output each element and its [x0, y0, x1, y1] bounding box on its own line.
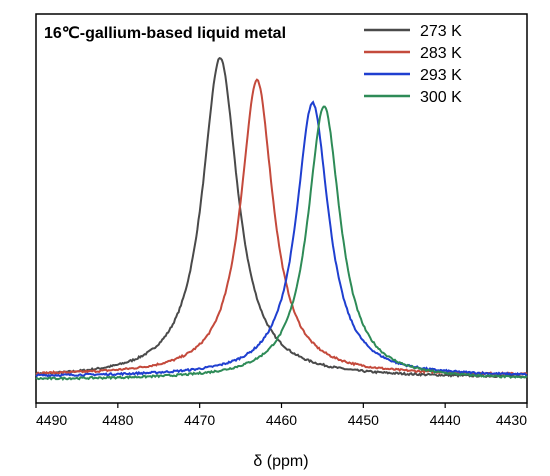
x-tick-label: 4450	[348, 412, 379, 428]
series-line-293-k	[35, 100, 528, 378]
series-line-300-k	[35, 105, 528, 382]
x-tick-label: 4470	[184, 412, 215, 428]
series-line-273-k	[35, 56, 528, 379]
legend-label: 283 K	[420, 45, 462, 62]
legend: 273 K 283 K 293 K 300 K	[364, 23, 462, 106]
legend-label: 273 K	[420, 23, 462, 40]
x-axis-ticks: 4490 4480 4470 4460 4450 4440 4430	[35, 403, 528, 428]
x-tick-label: 4460	[266, 412, 297, 428]
legend-label: 300 K	[420, 89, 462, 106]
series-lines	[35, 56, 528, 382]
x-tick-label: 4440	[430, 412, 461, 428]
legend-label: 293 K	[420, 67, 462, 84]
x-tick-label: 4490	[36, 412, 67, 428]
x-tick-label: 4480	[102, 412, 133, 428]
x-tick-label: 4430	[496, 412, 527, 428]
chart-title: 16℃-gallium-based liquid metal	[44, 25, 286, 42]
x-axis-label: δ (ppm)	[253, 453, 308, 470]
